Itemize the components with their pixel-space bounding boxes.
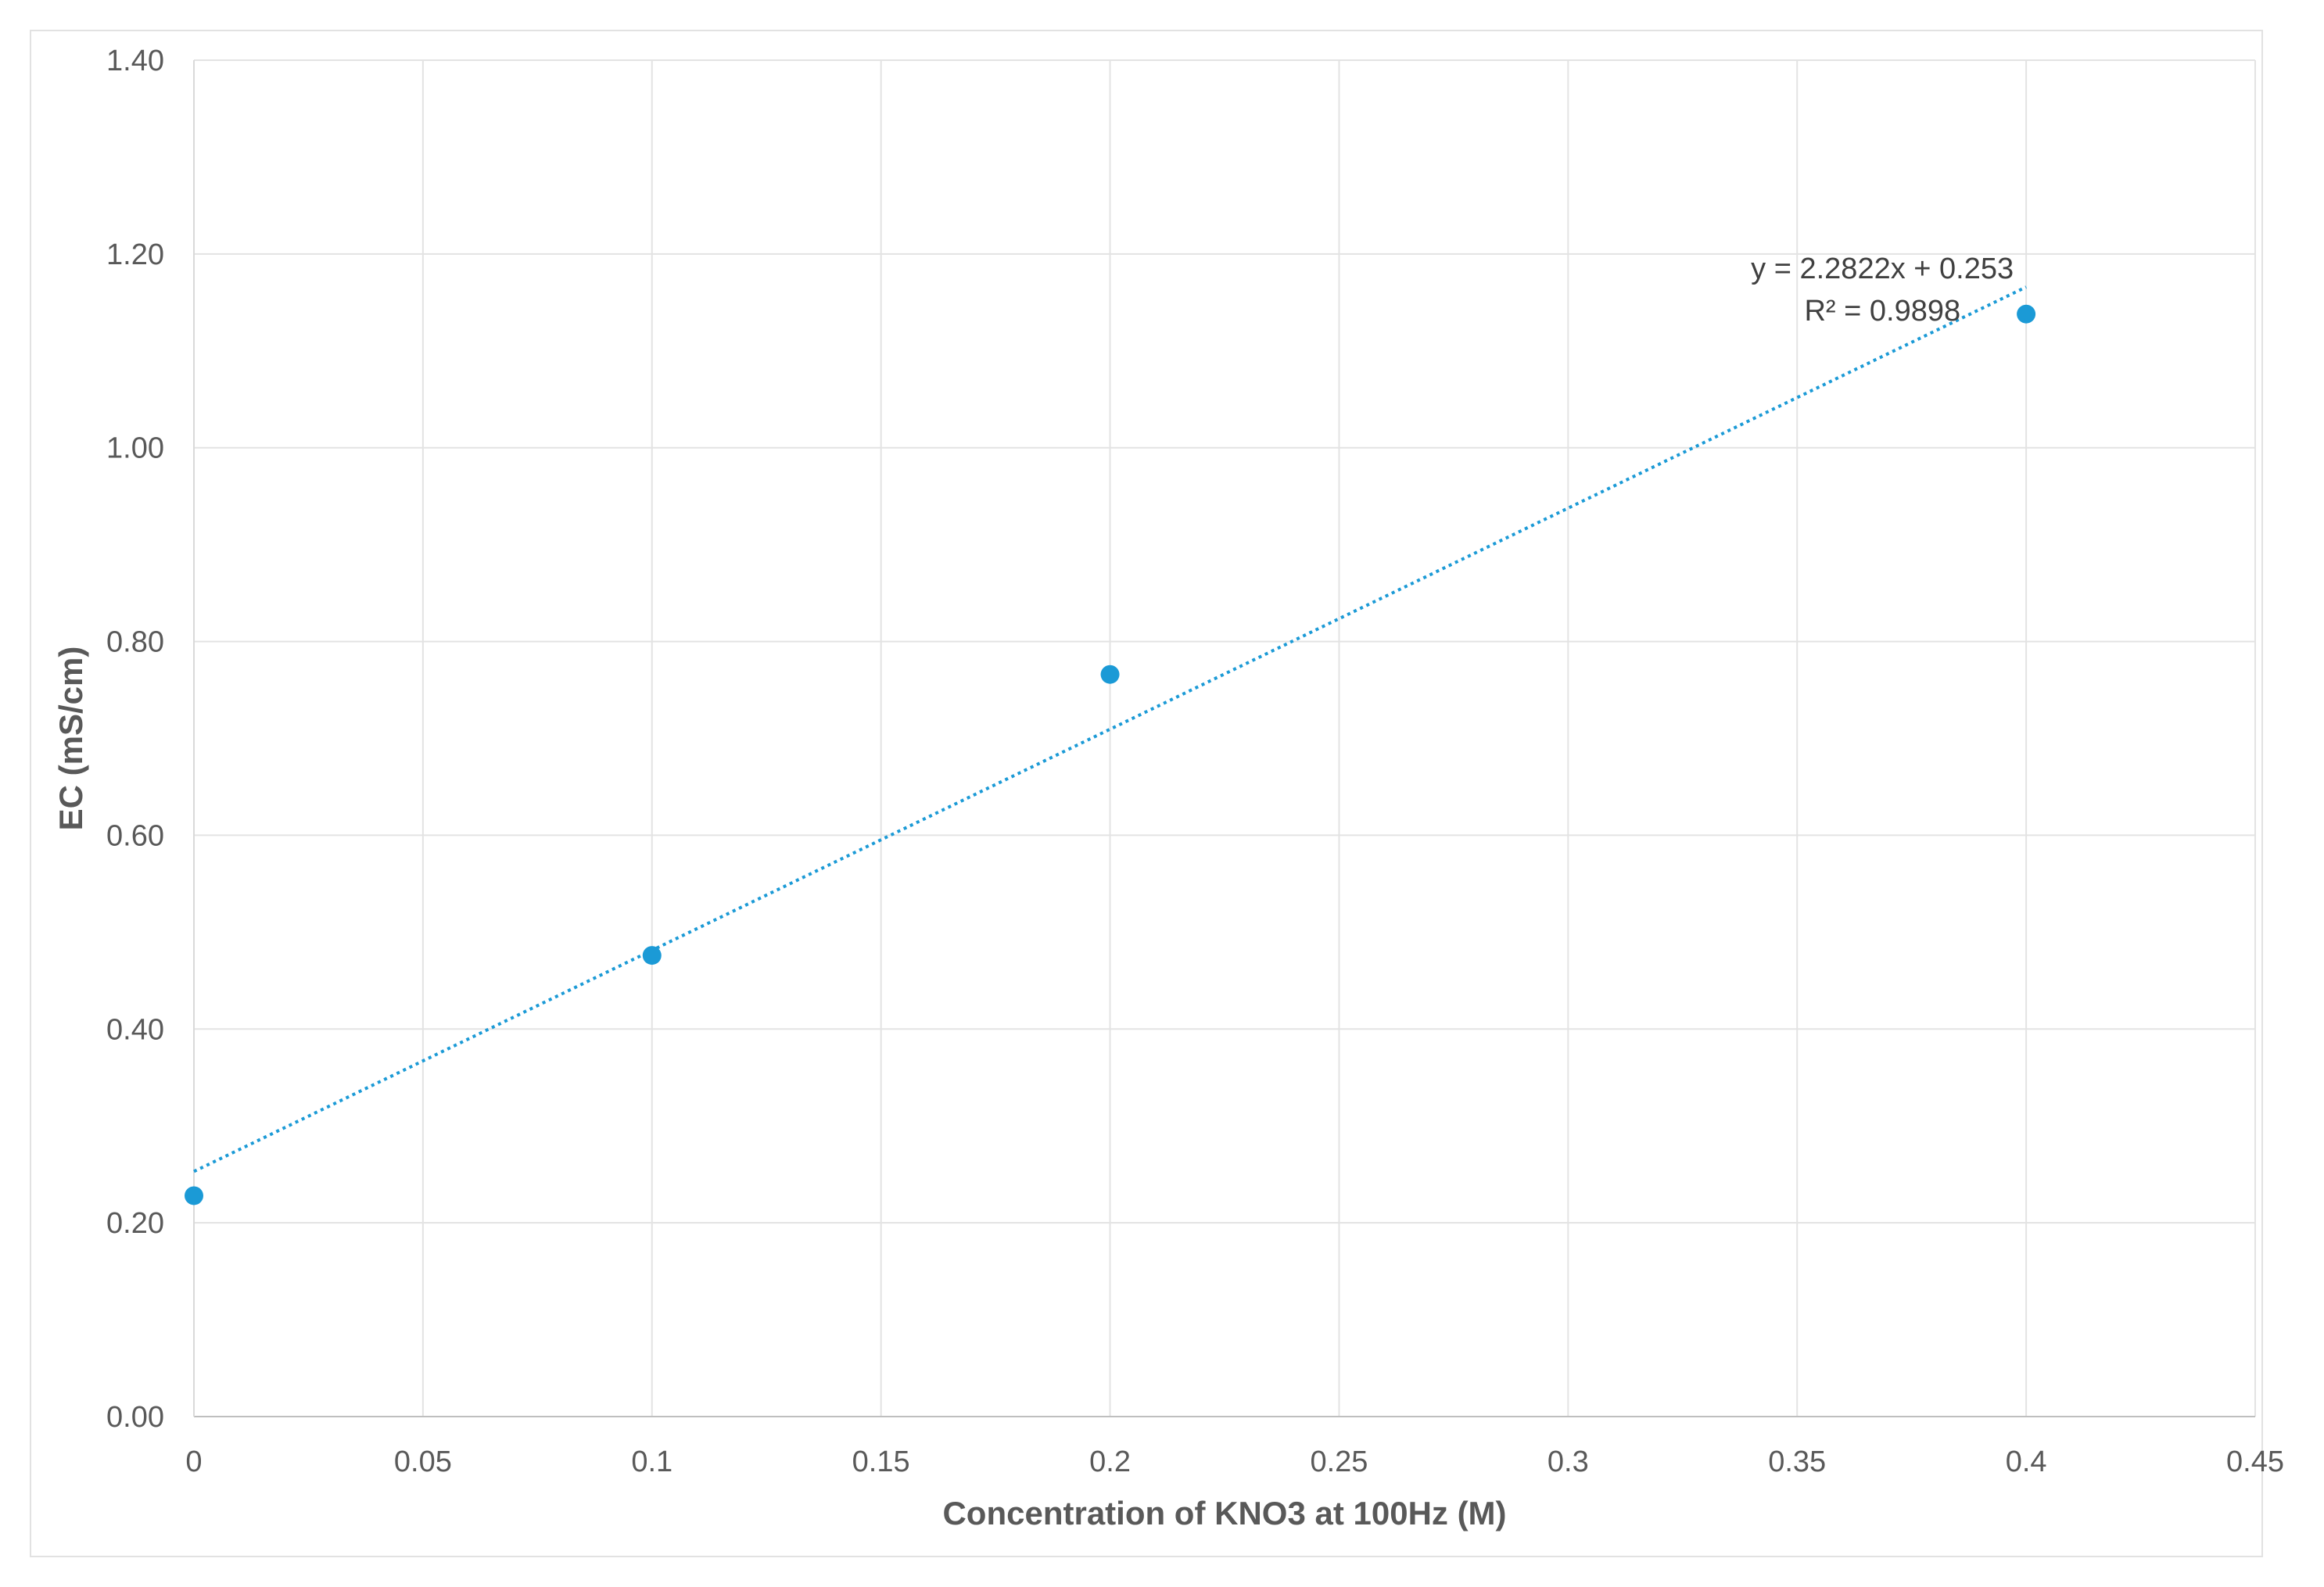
y-tick-label: 0.20 — [106, 1207, 164, 1240]
data-point — [185, 1186, 203, 1205]
x-tick-label: 0 — [185, 1445, 202, 1478]
x-tick-label: 0.15 — [852, 1445, 910, 1478]
chart-frame — [30, 30, 2263, 1557]
trendline-equation: y = 2.2822x + 0.253 — [1751, 253, 2014, 285]
data-point — [642, 946, 662, 965]
x-tick-label: 0.2 — [1089, 1445, 1131, 1478]
y-tick-labels: 0.00 0.20 0.40 0.60 0.80 1.00 1.20 1.40 — [106, 45, 164, 1434]
x-tick-label: 0.35 — [1768, 1445, 1826, 1478]
data-point — [2017, 304, 2036, 324]
trendline-r-squared: R² = 0.9898 — [1804, 295, 1960, 328]
y-tick-label: 1.20 — [106, 238, 164, 271]
x-tick-label: 0.45 — [2226, 1445, 2284, 1478]
x-tick-label: 0.25 — [1310, 1445, 1368, 1478]
y-tick-label: 1.00 — [106, 432, 164, 465]
y-tick-label: 0.00 — [106, 1401, 164, 1434]
data-points — [185, 304, 2036, 1205]
data-point — [1100, 665, 1120, 684]
trendline — [193, 285, 2027, 1173]
trendline-group — [193, 285, 2027, 1173]
x-tick-label: 0.05 — [394, 1445, 452, 1478]
y-tick-label: 0.60 — [106, 819, 164, 852]
y-tick-label: 0.80 — [106, 626, 164, 659]
y-tick-label: 1.40 — [106, 45, 164, 77]
x-axis-title: Concentration of KNO3 at 100Hz (M) — [942, 1495, 1506, 1531]
x-tick-label: 0.4 — [2006, 1445, 2047, 1478]
x-tick-label: 0.3 — [1548, 1445, 1589, 1478]
x-tick-label: 0.1 — [631, 1445, 672, 1478]
y-axis-title: EC (mS/cm) — [52, 647, 89, 831]
grid-lines — [194, 59, 2256, 1417]
x-tick-labels: 0 0.05 0.1 0.15 0.2 0.25 0.3 0.35 0.4 0.45 — [185, 1445, 2284, 1478]
y-tick-label: 0.40 — [106, 1013, 164, 1046]
